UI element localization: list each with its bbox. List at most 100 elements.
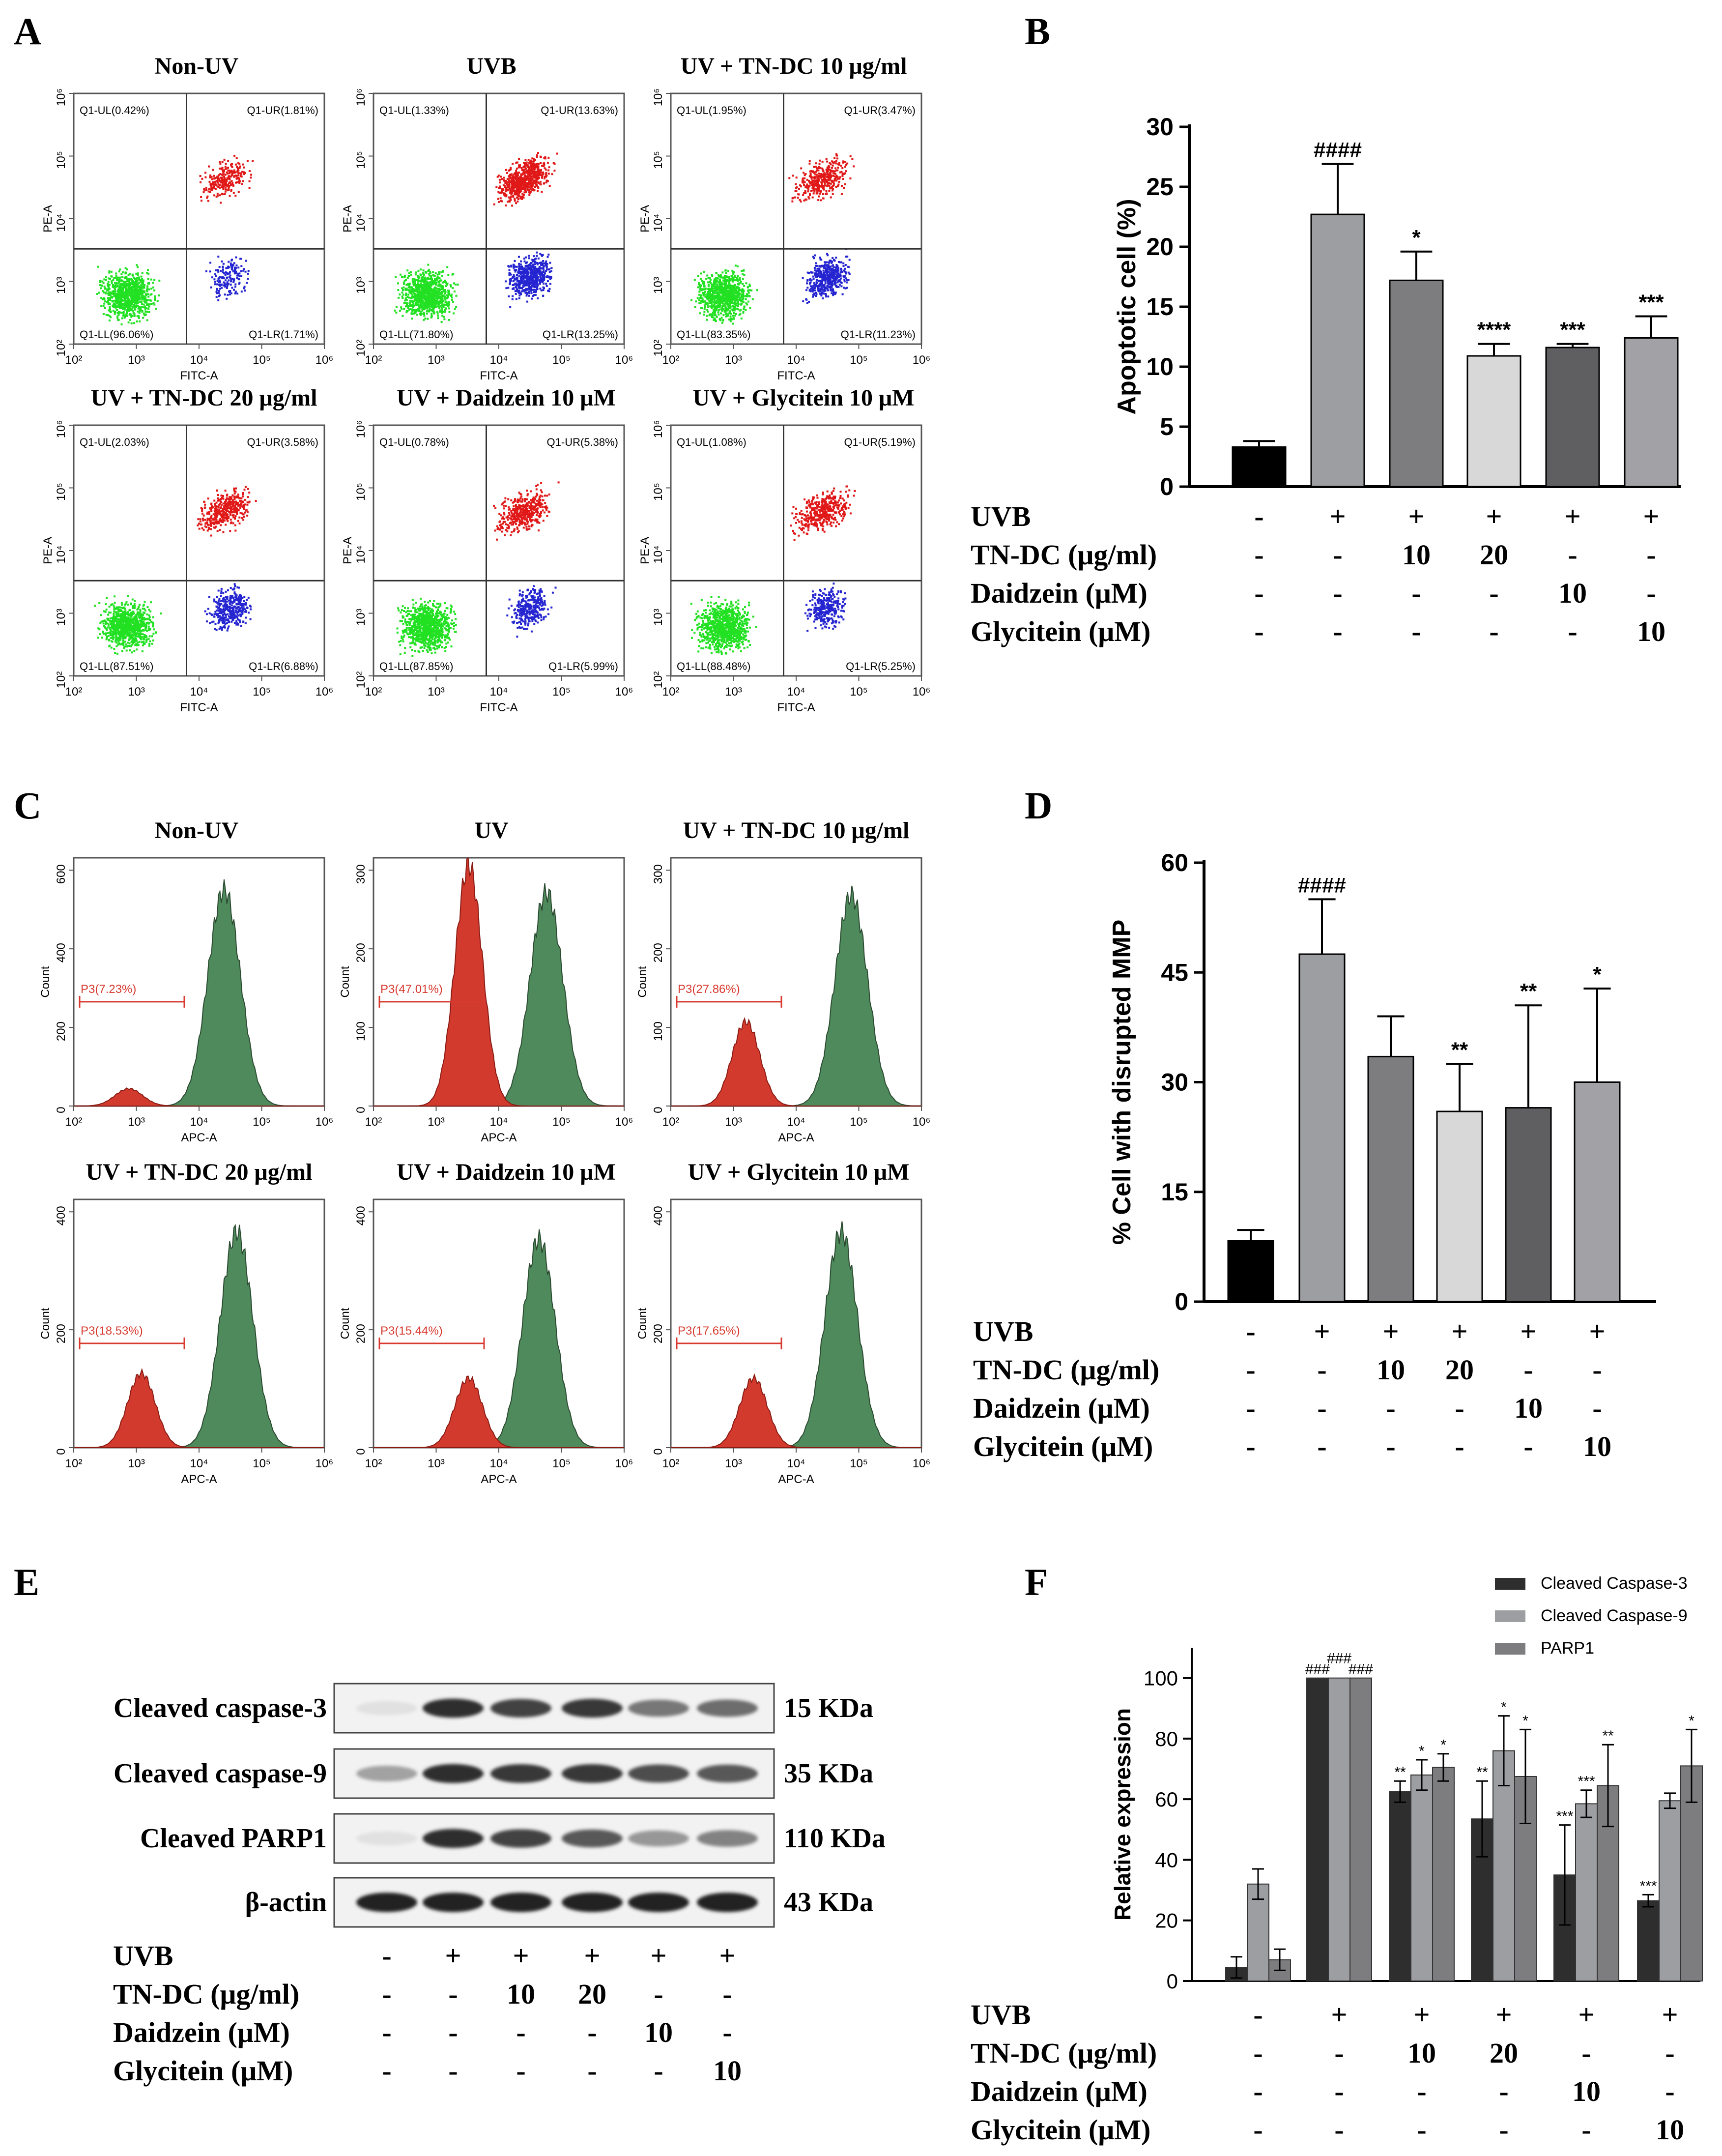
event-dot [835, 267, 837, 269]
event-dot [426, 312, 428, 315]
event-dot [502, 184, 505, 186]
event-dot [737, 308, 740, 311]
event-dot [397, 282, 399, 285]
event-dot [500, 191, 503, 193]
event-dot [836, 176, 839, 178]
event-dot [833, 269, 835, 271]
event-dot [712, 283, 714, 286]
event-dot [541, 176, 543, 178]
event-dot [524, 291, 527, 294]
event-dot [127, 305, 129, 308]
event-dot [108, 277, 110, 280]
event-dot [727, 308, 729, 311]
event-dot [212, 181, 214, 183]
event-dot [714, 318, 716, 320]
event-dot [114, 288, 116, 291]
event-dot [435, 282, 437, 284]
event-dot [113, 306, 115, 308]
event-dot [844, 267, 846, 270]
event-dot [536, 154, 538, 156]
event-dot [534, 280, 537, 282]
event-dot [742, 311, 745, 313]
event-dot [138, 306, 141, 308]
event-dot [820, 270, 822, 273]
event-dot [721, 310, 723, 312]
event-dot [208, 165, 210, 168]
event-dot [213, 278, 216, 281]
plot-title: UVB [466, 53, 516, 79]
event-dot [714, 278, 716, 281]
event-dot [717, 311, 719, 314]
event-dot [512, 178, 515, 181]
event-dot [508, 182, 511, 184]
event-dot [125, 290, 128, 292]
event-dot [216, 175, 219, 178]
event-dot [529, 179, 531, 182]
event-dot [237, 177, 239, 179]
event-dot [528, 267, 530, 269]
event-dot [529, 283, 532, 286]
event-dot [240, 275, 243, 277]
event-dot [130, 288, 132, 291]
event-dot [455, 306, 458, 308]
event-dot [138, 317, 140, 319]
event-dot [125, 287, 127, 290]
event-dot [706, 297, 708, 299]
event-dot [732, 285, 735, 287]
event-dot [842, 265, 845, 267]
event-dot [124, 298, 126, 301]
event-dot [731, 298, 734, 301]
event-dot [720, 288, 722, 290]
event-dot [406, 269, 409, 272]
event-dot [441, 296, 444, 298]
event-dot [111, 291, 114, 293]
event-dot [209, 262, 212, 264]
event-dot [424, 276, 426, 279]
event-dot [528, 257, 530, 260]
event-dot [111, 282, 113, 285]
event-dot [404, 289, 406, 291]
event-dot [837, 286, 840, 288]
event-dot [724, 313, 727, 315]
event-dot [430, 302, 432, 304]
event-dot [721, 292, 723, 295]
event-dot [534, 258, 537, 260]
event-dot [431, 303, 433, 305]
event-dot [224, 190, 227, 193]
event-dot [222, 284, 225, 287]
event-dot [115, 309, 118, 311]
event-dot [718, 304, 720, 306]
event-dot [450, 294, 452, 297]
event-dot [409, 292, 412, 294]
event-dot [427, 288, 429, 290]
event-dot [507, 287, 510, 289]
event-dot [509, 180, 511, 183]
event-dot [724, 283, 726, 286]
event-dot [543, 287, 545, 290]
event-dot [119, 299, 122, 301]
event-dot [709, 289, 712, 291]
event-dot [227, 160, 230, 162]
event-dot [524, 269, 526, 271]
event-dot [220, 176, 222, 179]
event-dot [423, 308, 426, 311]
event-dot [746, 293, 748, 295]
event-dot [100, 305, 103, 307]
event-dot [109, 297, 111, 299]
event-dot [519, 178, 521, 181]
event-dot [441, 310, 444, 312]
event-dot [751, 298, 754, 300]
event-dot [815, 272, 818, 274]
event-dot [530, 272, 532, 274]
event-dot [227, 284, 229, 287]
event-dot [729, 297, 731, 300]
event-dot [519, 277, 522, 280]
event-dot [724, 269, 727, 271]
event-dot [222, 271, 224, 273]
event-dot [501, 200, 503, 203]
event-dot [824, 282, 827, 284]
event-dot [824, 276, 826, 279]
event-dot [517, 200, 519, 203]
event-dot [221, 186, 223, 188]
event-dot [509, 197, 512, 200]
